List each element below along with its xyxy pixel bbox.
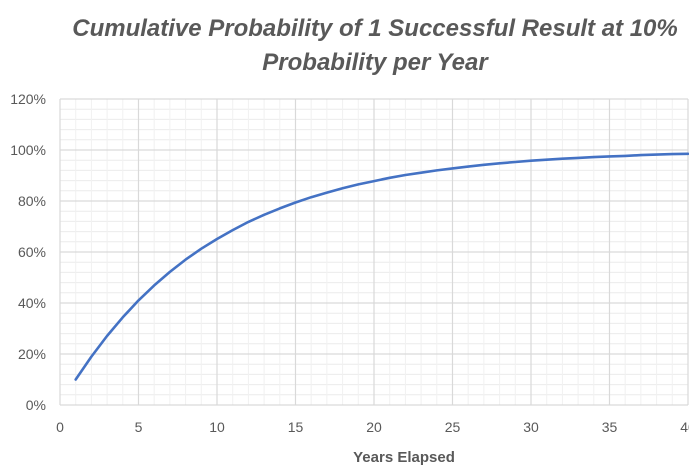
series-line [74,152,689,381]
x-axis-label: Years Elapsed [353,449,455,466]
chart-title-line-1: Cumulative Probability of 1 Successful R… [72,15,678,42]
y-tick-label: 120% [10,91,46,107]
y-tick-label: 60% [18,244,46,260]
y-tick-label: 20% [18,346,46,362]
x-tick-label: 0 [56,419,64,435]
x-tick-label: 35 [602,419,618,435]
x-tick-label: 40 [680,419,689,435]
x-tick-label: 5 [135,419,143,435]
y-tick-label: 0% [26,397,46,413]
chart-title: Cumulative Probability of 1 Successful R… [60,12,689,80]
y-tick-label: 80% [18,193,46,209]
major-gridlines [59,98,689,406]
x-axis-tick-labels: 0 5 10 15 20 25 30 35 40 [56,419,689,435]
x-tick-label: 10 [209,419,225,435]
chart-title-line-2: Probability per Year [262,49,488,76]
x-tick-label: 25 [445,419,461,435]
y-tick-label: 40% [18,295,46,311]
y-axis-tick-labels: 0% 20% 40% 60% 80% 100% 120% [10,91,46,413]
series-group [74,152,689,381]
x-tick-label: 20 [366,419,382,435]
x-tick-label: 30 [523,419,539,435]
y-tick-label: 100% [10,142,46,158]
x-tick-label: 15 [288,419,304,435]
